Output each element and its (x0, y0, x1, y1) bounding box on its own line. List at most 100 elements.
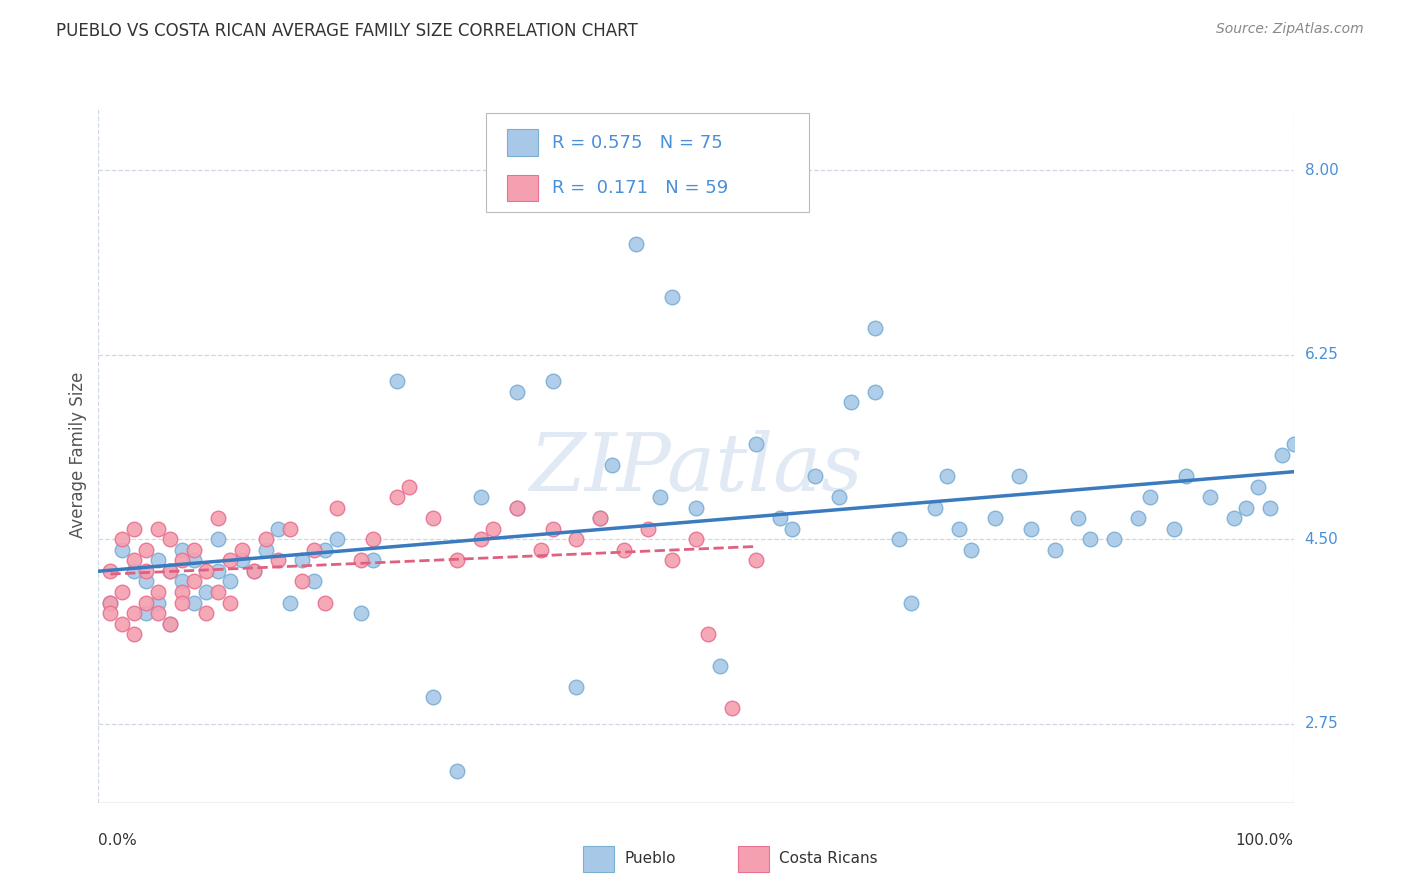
Point (685, 533, 707, 547)
Point (135, 606, 157, 620)
Text: R = 0.575   N = 75: R = 0.575 N = 75 (551, 134, 723, 152)
Point (135, 574, 157, 589)
Point (863, 321, 886, 335)
Point (350, 553, 373, 567)
Point (924, 500, 946, 515)
Point (900, 595, 922, 609)
Text: 100.0%: 100.0% (1236, 833, 1294, 848)
Point (159, 564, 181, 578)
Point (111, 616, 134, 631)
Point (565, 680, 588, 694)
Point (219, 574, 242, 589)
Point (889, 533, 911, 547)
Point (194, 585, 217, 599)
Point (290, 553, 312, 567)
Point (159, 533, 181, 547)
Point (194, 564, 217, 578)
Point (828, 490, 851, 504)
Point (1198, 490, 1220, 504)
Point (159, 564, 181, 578)
Point (231, 553, 253, 567)
Point (172, 574, 194, 589)
Point (135, 564, 157, 578)
Point (935, 469, 957, 483)
Text: 4.50: 4.50 (1305, 532, 1339, 547)
Point (326, 533, 349, 547)
Point (661, 290, 683, 304)
Point (124, 522, 146, 536)
Point (172, 595, 194, 609)
Point (207, 511, 229, 525)
Point (98, 606, 122, 620)
Point (159, 616, 181, 631)
Text: 0.0%: 0.0% (98, 833, 138, 848)
Point (172, 585, 194, 599)
Point (1007, 469, 1029, 483)
Point (135, 595, 157, 609)
Point (1102, 533, 1125, 547)
Point (446, 553, 468, 567)
Text: Source: ZipAtlas.com: Source: ZipAtlas.com (1216, 22, 1364, 37)
Point (1080, 533, 1102, 547)
Point (148, 522, 170, 536)
Point (1163, 522, 1185, 536)
Point (1258, 500, 1281, 515)
Point (529, 542, 551, 557)
Point (1246, 479, 1268, 493)
Point (148, 606, 170, 620)
Point (1175, 469, 1198, 483)
Point (302, 574, 325, 589)
Point (745, 553, 768, 567)
Point (709, 658, 731, 673)
Point (398, 479, 420, 493)
Point (446, 764, 468, 779)
Point (648, 490, 672, 504)
Point (111, 542, 134, 557)
Text: 2.75: 2.75 (1305, 716, 1339, 731)
Point (159, 616, 181, 631)
Point (148, 553, 170, 567)
Text: 8.00: 8.00 (1305, 163, 1339, 178)
Point (948, 522, 970, 536)
Point (422, 690, 444, 705)
Point (637, 522, 659, 536)
Point (470, 533, 492, 547)
Point (124, 627, 146, 641)
Point (98, 595, 122, 609)
Point (207, 564, 229, 578)
Point (183, 542, 205, 557)
Point (219, 595, 242, 609)
Point (1271, 448, 1294, 462)
Point (290, 574, 312, 589)
Text: ZIPatlas: ZIPatlas (529, 430, 863, 508)
Text: Pueblo: Pueblo (624, 852, 676, 866)
Point (541, 522, 564, 536)
Point (1234, 500, 1257, 515)
Point (254, 542, 277, 557)
Point (278, 595, 301, 609)
Point (422, 511, 444, 525)
Point (111, 585, 134, 599)
Point (1128, 511, 1150, 525)
Point (172, 542, 194, 557)
Point (207, 585, 229, 599)
Point (589, 511, 612, 525)
Point (267, 553, 290, 567)
Point (697, 627, 720, 641)
Point (506, 500, 529, 515)
Text: Costa Ricans: Costa Ricans (779, 852, 877, 866)
Point (219, 553, 242, 567)
Text: R =  0.171   N = 59: R = 0.171 N = 59 (551, 179, 728, 197)
Point (600, 458, 623, 473)
Point (124, 564, 146, 578)
Point (1043, 542, 1066, 557)
Point (315, 595, 337, 609)
Point (231, 542, 253, 557)
Point (243, 564, 266, 578)
Point (661, 553, 683, 567)
Point (839, 395, 862, 409)
Point (267, 522, 290, 536)
Point (194, 606, 217, 620)
Point (278, 522, 301, 536)
Point (363, 533, 385, 547)
